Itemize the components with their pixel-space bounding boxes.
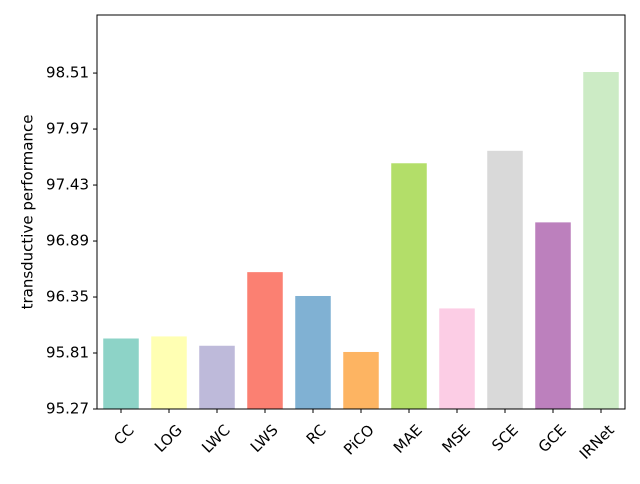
x-tick-label: GCE <box>535 421 570 456</box>
x-tick-label: CC <box>110 421 138 449</box>
y-tick-label: 96.35 <box>46 288 89 306</box>
y-tick-label: 96.89 <box>46 232 89 250</box>
x-tick-label: LWS <box>247 421 282 456</box>
bar <box>151 336 187 409</box>
bar <box>199 345 235 409</box>
plot-frame <box>96 14 626 410</box>
bar <box>103 338 139 409</box>
y-axis-label: transductive performance <box>19 115 37 310</box>
y-tick-label: 97.97 <box>46 120 89 138</box>
y-tick-label: 98.51 <box>46 64 89 82</box>
x-tick-label: IRNet <box>576 421 618 463</box>
x-tick-label: LOG <box>151 421 186 456</box>
y-tick-label: 97.43 <box>46 176 89 194</box>
x-tick-label: SCE <box>488 421 522 455</box>
x-tick-label: MSE <box>438 421 473 456</box>
y-tick-label: 95.81 <box>46 344 89 362</box>
x-tick-label: RC <box>303 421 330 448</box>
bar <box>535 222 571 409</box>
y-tick-label: 95.27 <box>46 400 89 418</box>
bar <box>343 351 379 409</box>
bar <box>487 150 523 410</box>
bar <box>247 272 283 409</box>
bar <box>295 295 331 409</box>
bar <box>439 308 475 409</box>
x-tick-label: MAE <box>390 421 426 457</box>
x-tick-label: PiCO <box>340 421 378 459</box>
x-tick-label: LWC <box>198 421 234 457</box>
bar <box>583 72 619 410</box>
bar <box>391 163 427 409</box>
